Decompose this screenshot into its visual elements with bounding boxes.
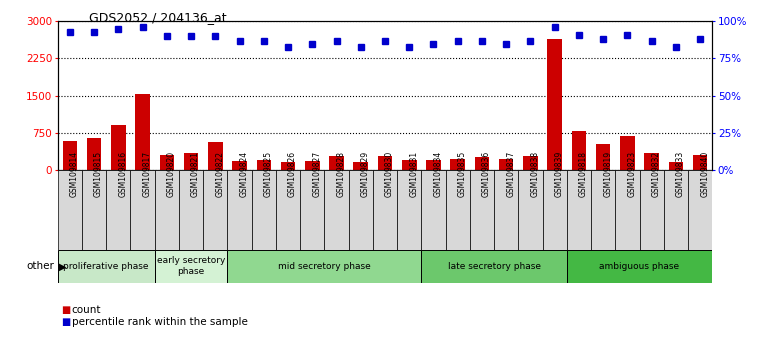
Bar xyxy=(446,170,470,250)
Text: GSM109833: GSM109833 xyxy=(676,151,685,197)
Text: GSM109839: GSM109839 xyxy=(554,151,564,197)
Text: GSM109827: GSM109827 xyxy=(313,151,321,197)
Bar xyxy=(615,170,640,250)
Bar xyxy=(373,170,397,250)
Bar xyxy=(106,170,130,250)
Bar xyxy=(474,156,489,170)
Bar xyxy=(58,250,155,283)
Bar xyxy=(421,170,446,250)
Bar xyxy=(179,170,203,250)
Text: late secretory phase: late secretory phase xyxy=(447,262,541,271)
Bar xyxy=(276,170,300,250)
Bar xyxy=(591,170,615,250)
Bar xyxy=(571,131,586,170)
Bar xyxy=(203,170,227,250)
Text: ■: ■ xyxy=(62,317,71,327)
Bar xyxy=(664,170,688,250)
Bar xyxy=(688,170,712,250)
Bar xyxy=(208,142,223,170)
Text: early secretory
phase: early secretory phase xyxy=(157,256,226,276)
Bar xyxy=(518,170,543,250)
Bar xyxy=(668,162,683,170)
Text: GSM109818: GSM109818 xyxy=(579,151,588,197)
Bar xyxy=(421,250,567,283)
Bar xyxy=(155,170,179,250)
Text: GSM109836: GSM109836 xyxy=(482,151,491,197)
Bar xyxy=(111,125,126,170)
Bar xyxy=(644,153,659,170)
Text: GSM109816: GSM109816 xyxy=(119,151,127,197)
Bar xyxy=(227,170,252,250)
Text: GSM109824: GSM109824 xyxy=(239,151,249,197)
Bar xyxy=(300,170,324,250)
Text: count: count xyxy=(72,305,101,315)
Text: GSM109825: GSM109825 xyxy=(264,151,273,197)
Bar xyxy=(494,170,518,250)
Bar xyxy=(450,159,465,170)
Text: percentile rank within the sample: percentile rank within the sample xyxy=(72,317,247,327)
Bar xyxy=(324,170,349,250)
Text: GSM109820: GSM109820 xyxy=(167,151,176,197)
Text: GSM109817: GSM109817 xyxy=(142,151,152,197)
Text: GSM109828: GSM109828 xyxy=(336,151,346,197)
Bar xyxy=(543,170,567,250)
Text: GSM109837: GSM109837 xyxy=(506,151,515,197)
Bar xyxy=(227,250,421,283)
Bar xyxy=(567,250,712,283)
Bar xyxy=(547,39,562,170)
Text: GSM109832: GSM109832 xyxy=(651,151,661,197)
Bar xyxy=(402,160,417,170)
Bar xyxy=(596,144,611,170)
Bar xyxy=(427,160,440,170)
Text: ■: ■ xyxy=(62,305,71,315)
Bar xyxy=(130,170,155,250)
Bar xyxy=(499,159,514,170)
Text: GSM109815: GSM109815 xyxy=(94,151,103,197)
Bar xyxy=(640,170,664,250)
Bar xyxy=(523,156,537,170)
Bar xyxy=(281,162,296,170)
Text: GSM109834: GSM109834 xyxy=(434,151,443,197)
Text: GSM109840: GSM109840 xyxy=(700,151,709,197)
Bar xyxy=(58,170,82,250)
Bar xyxy=(378,155,392,170)
Bar xyxy=(155,250,227,283)
Bar xyxy=(62,141,77,170)
Text: GSM109822: GSM109822 xyxy=(216,151,224,197)
Bar xyxy=(470,170,494,250)
Bar xyxy=(330,155,343,170)
Text: GSM109835: GSM109835 xyxy=(457,151,467,197)
Bar xyxy=(252,170,276,250)
Text: proliferative phase: proliferative phase xyxy=(63,262,149,271)
Text: other: other xyxy=(26,261,54,272)
Bar xyxy=(256,160,271,170)
Bar xyxy=(136,94,150,170)
Text: GDS2052 / 204136_at: GDS2052 / 204136_at xyxy=(89,11,226,24)
Bar xyxy=(567,170,591,250)
Bar xyxy=(397,170,421,250)
Bar xyxy=(693,155,708,170)
Bar xyxy=(233,161,247,170)
Bar xyxy=(184,153,199,170)
Text: GSM109829: GSM109829 xyxy=(361,151,370,197)
Text: mid secretory phase: mid secretory phase xyxy=(278,262,371,271)
Bar xyxy=(82,170,106,250)
Text: GSM109814: GSM109814 xyxy=(70,151,79,197)
Text: GSM109830: GSM109830 xyxy=(385,151,394,197)
Text: ▶: ▶ xyxy=(59,261,67,272)
Bar xyxy=(159,155,174,170)
Text: GSM109831: GSM109831 xyxy=(409,151,418,197)
Bar xyxy=(305,161,320,170)
Text: ambiguous phase: ambiguous phase xyxy=(600,262,680,271)
Text: GSM109819: GSM109819 xyxy=(603,151,612,197)
Bar xyxy=(620,136,634,170)
Bar xyxy=(353,162,368,170)
Text: GSM109838: GSM109838 xyxy=(531,151,540,197)
Text: GSM109821: GSM109821 xyxy=(191,151,200,197)
Bar xyxy=(349,170,373,250)
Text: GSM109823: GSM109823 xyxy=(628,151,637,197)
Text: GSM109826: GSM109826 xyxy=(288,151,297,197)
Bar xyxy=(87,138,102,170)
